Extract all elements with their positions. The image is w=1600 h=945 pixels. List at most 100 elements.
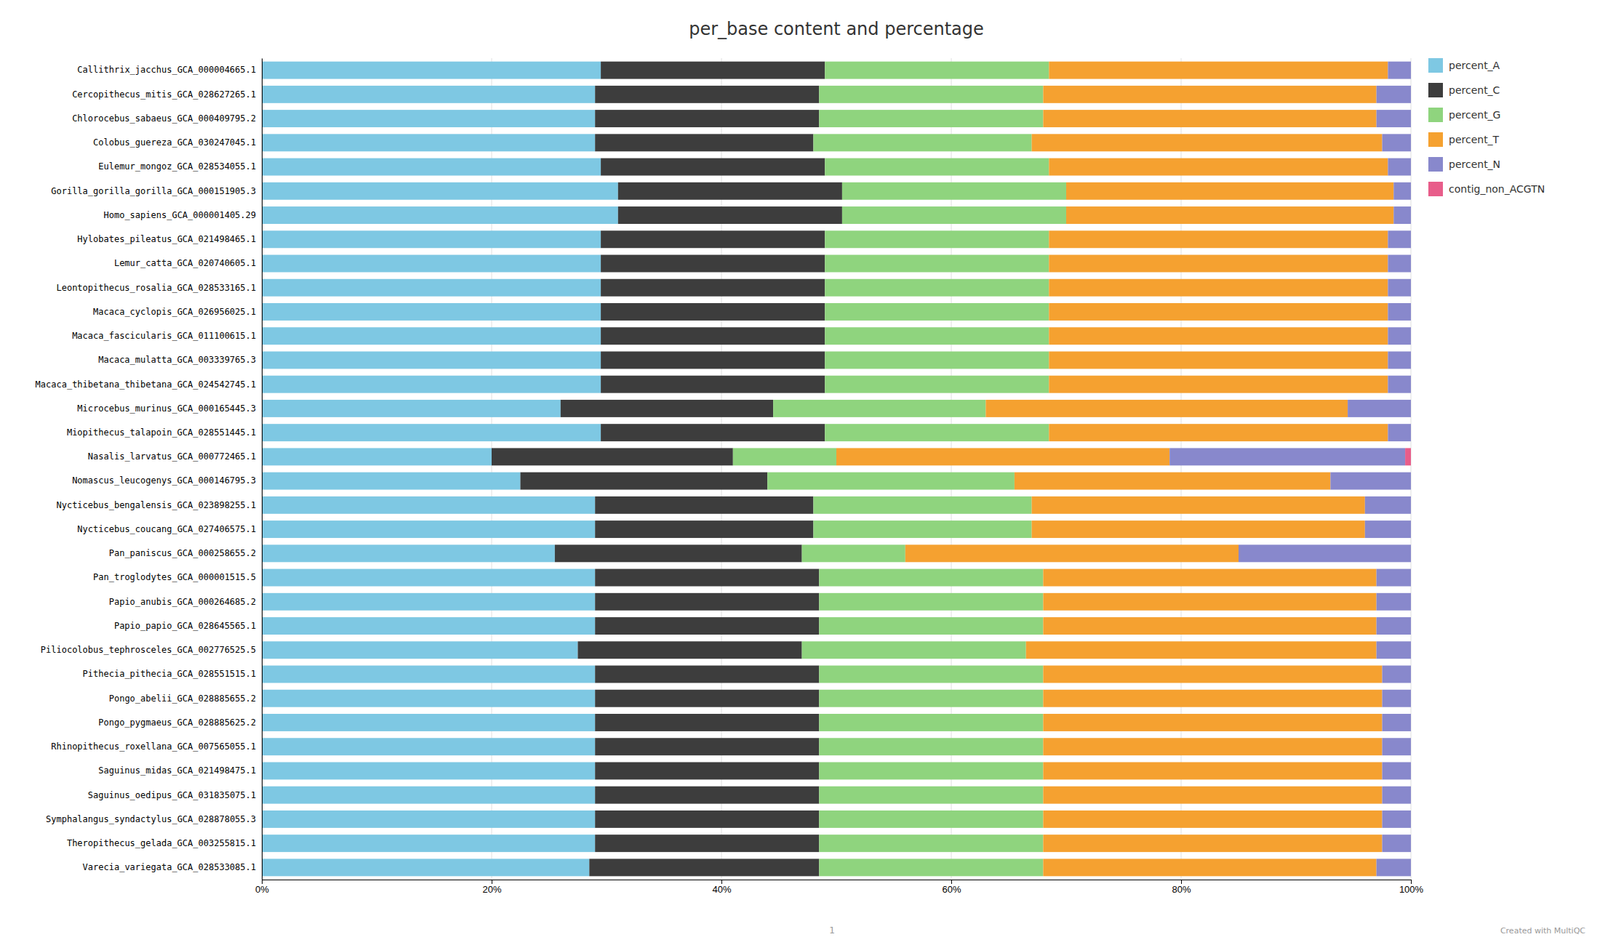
series	[733, 61, 1067, 878]
series	[1405, 448, 1411, 466]
bar	[594, 690, 819, 708]
tick-label: Papio_papio_GCA_028645565.1	[114, 621, 256, 632]
bar	[1042, 666, 1382, 684]
tick-label: Nycticebus_bengalensis_GCA_023898255.1	[56, 500, 256, 511]
grid-line	[721, 58, 723, 880]
tick-label: Chlorocebus_sabaeus_GCA_000409795.2	[72, 113, 256, 124]
bar	[842, 206, 1067, 224]
tick-label: Hylobates_pileatus_GCA_021498465.1	[77, 234, 256, 245]
bar	[1410, 569, 1412, 587]
tick-label: Saguinus_oedipus_GCA_031835075.1	[88, 790, 256, 801]
bar	[1410, 109, 1412, 128]
bar	[818, 690, 1043, 708]
chart: per_base content and percentage0%20%40%6…	[0, 0, 1600, 945]
bar	[802, 641, 1027, 659]
bar	[594, 496, 814, 515]
bar	[261, 786, 595, 805]
bar	[594, 834, 819, 853]
bar	[1410, 85, 1412, 104]
tick-label: Gorilla_gorilla_gorilla_GCA_000151905.3	[50, 186, 256, 197]
tick: Rhinopithecus_roxellana_GCA_007565055.1	[50, 741, 262, 752]
bar	[261, 109, 595, 128]
tick-label: Leontopithecus_rosalia_GCA_028533165.1	[56, 282, 256, 294]
bar	[618, 206, 843, 224]
tick-label: Nycticebus_coucang_GCA_027406575.1	[77, 524, 256, 535]
bar	[594, 714, 819, 732]
bar	[594, 593, 819, 611]
bar	[1410, 544, 1412, 563]
bar	[1387, 255, 1411, 273]
bar	[1387, 279, 1411, 297]
bar	[1410, 303, 1412, 321]
bar	[1032, 496, 1366, 515]
tick: Macaca_mulatta_GCA_003339765.3	[98, 354, 262, 366]
bar	[261, 666, 595, 684]
bar	[600, 158, 825, 176]
bar	[1387, 327, 1411, 345]
bar	[1048, 230, 1388, 248]
bar	[589, 858, 819, 877]
bar	[1410, 617, 1412, 635]
tick: Pongo_pygmaeus_GCA_028885625.2	[98, 717, 262, 728]
y-axis: Callithrix_jacchus_GCA_000004665.1Cercop…	[35, 58, 263, 881]
bar	[261, 351, 601, 369]
bar	[818, 593, 1043, 611]
bar	[818, 666, 1043, 684]
bar	[1042, 690, 1382, 708]
tick: Macaca_cyclopis_GCA_026956025.1	[93, 306, 262, 318]
tick: Miopithecus_talapoin_GCA_028551445.1	[66, 427, 262, 438]
tick-label: Cercopithecus_mitis_GCA_028627265.1	[72, 89, 256, 100]
grid-line	[491, 58, 493, 880]
bar	[1387, 351, 1411, 369]
bar	[1048, 158, 1388, 176]
bar	[818, 762, 1043, 780]
tick: Cercopithecus_mitis_GCA_028627265.1	[72, 89, 262, 100]
series	[836, 61, 1394, 878]
bar	[818, 617, 1043, 635]
bar	[1048, 376, 1388, 394]
x-axis: 0%20%40%60%80%100%	[255, 880, 1424, 896]
bar	[1393, 182, 1411, 200]
bar	[1387, 376, 1411, 394]
bar	[261, 133, 595, 152]
bar	[1410, 762, 1412, 780]
bar	[1042, 617, 1376, 635]
tick: Nomascus_leucogenys_GCA_000146795.3	[72, 475, 262, 486]
bar	[261, 544, 555, 563]
bar	[261, 810, 595, 829]
bar	[600, 424, 825, 442]
bar	[818, 786, 1043, 805]
bar	[733, 448, 837, 466]
bar	[1376, 858, 1411, 877]
bar	[600, 376, 825, 394]
tick: Nasalis_larvatus_GCA_000772465.1	[88, 451, 262, 462]
tick-label: 0%	[255, 884, 270, 896]
bar	[594, 666, 819, 684]
bar	[1410, 714, 1412, 732]
bar	[1410, 472, 1412, 491]
tick: Microcebus_murinus_GCA_000165445.3	[77, 403, 262, 414]
bar	[261, 327, 601, 345]
series	[1169, 61, 1411, 878]
legend-label: percent_N	[1448, 158, 1501, 171]
bar	[818, 569, 1043, 587]
bar	[1382, 738, 1412, 756]
tick-label: Eulemur_mongoz_GCA_028534055.1	[98, 161, 256, 172]
bar	[261, 738, 595, 756]
tick-label: Pongo_abelii_GCA_028885655.2	[109, 693, 256, 704]
bar	[1410, 641, 1412, 659]
tick-label: Pan_paniscus_GCA_000258655.2	[109, 548, 256, 559]
tick: 60%	[941, 880, 961, 896]
tick: Chlorocebus_sabaeus_GCA_000409795.2	[72, 113, 262, 124]
bar	[1014, 472, 1331, 491]
bar	[261, 400, 561, 418]
tick-mark	[951, 880, 952, 885]
bar	[1410, 255, 1412, 273]
tick-label: Pithecia_pithecia_GCA_028551515.1	[82, 669, 256, 680]
bar	[594, 520, 814, 539]
bar	[1042, 569, 1376, 587]
tick: Theropithecus_gelada_GCA_003255815.1	[66, 838, 262, 849]
bar	[813, 520, 1032, 539]
bar	[261, 448, 492, 466]
legend-swatch	[1428, 107, 1443, 123]
